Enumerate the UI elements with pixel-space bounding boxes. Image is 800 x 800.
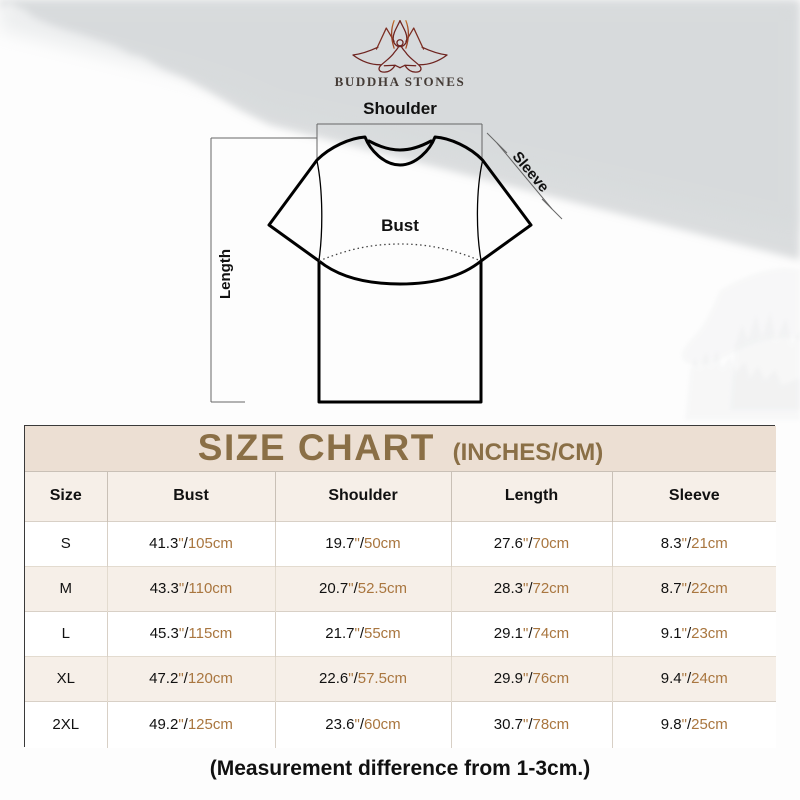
svg-text:Bust: Bust	[381, 216, 419, 235]
svg-text:Shoulder: Shoulder	[363, 99, 437, 118]
svg-text:Sleeve: Sleeve	[509, 148, 553, 195]
svg-text:Length: Length	[217, 249, 234, 299]
